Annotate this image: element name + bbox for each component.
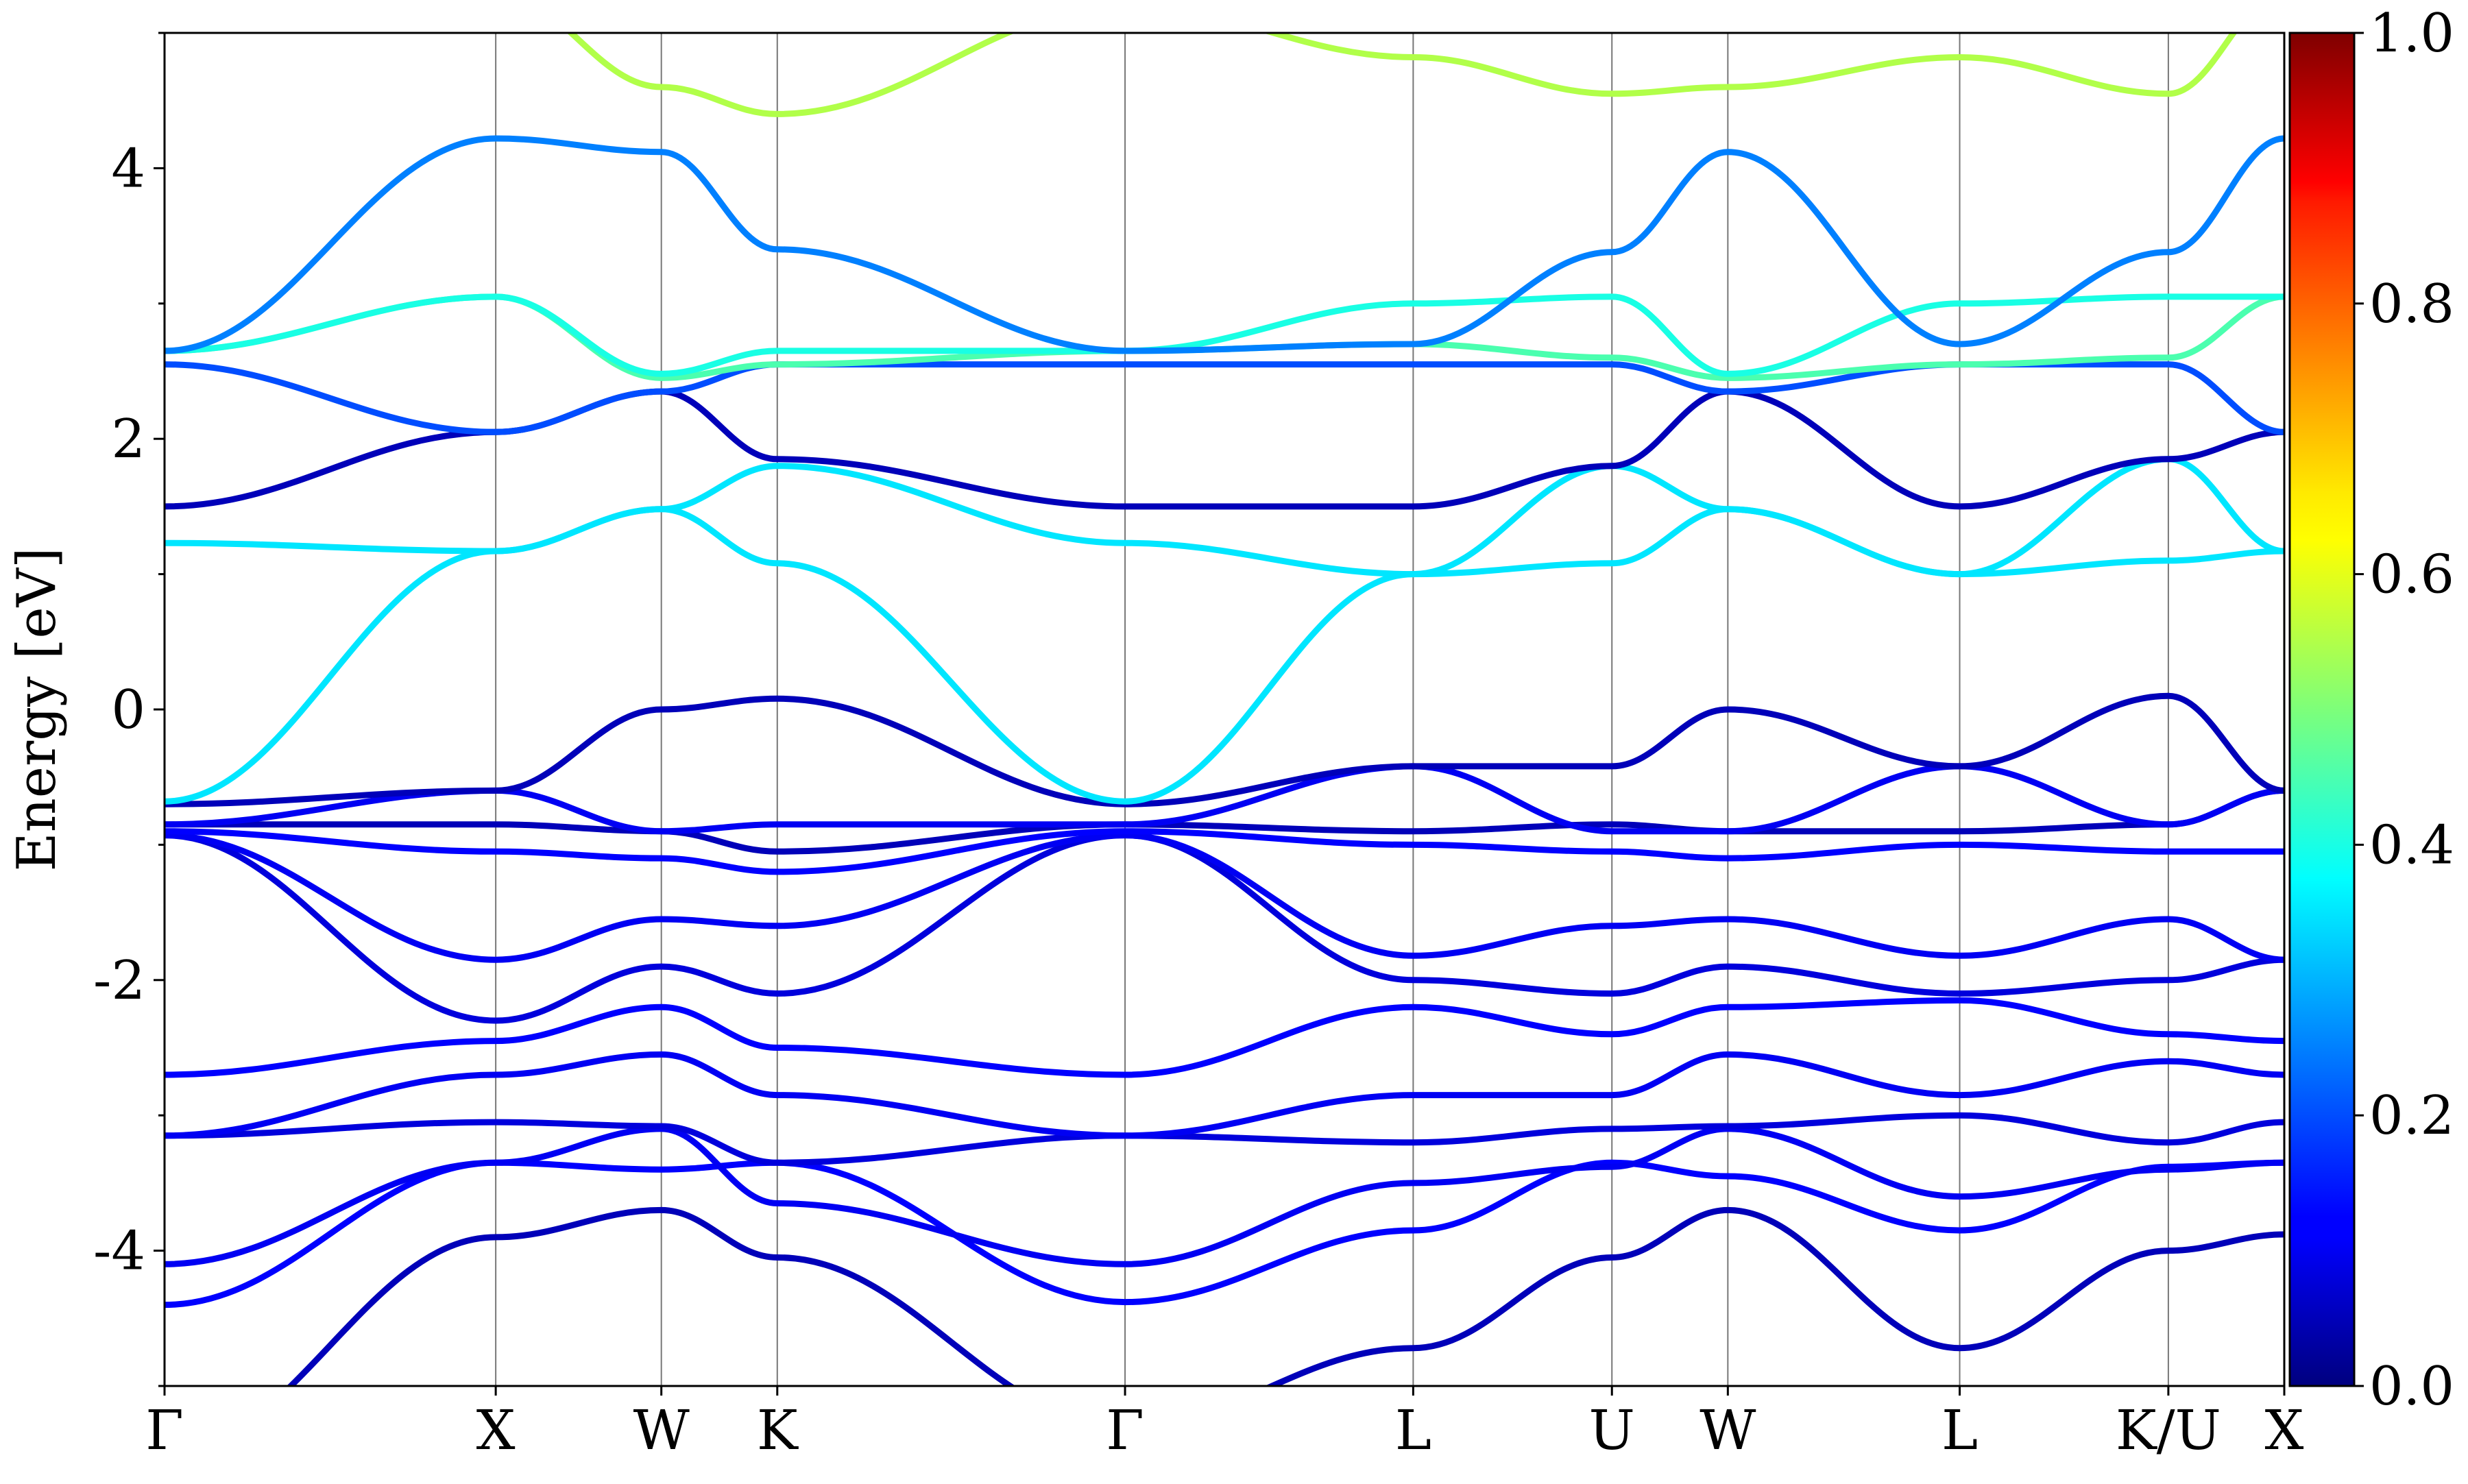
bands-group [165,33,2284,1386]
y-tick-label: -4 [93,1221,145,1282]
x-tick-label-4: Γ [1106,1398,1144,1462]
colorbar: 0.0 0.2 0.4 0.6 0.8 1.0 [2288,3,2454,1418]
band-13 [165,456,2284,578]
x-axis: Γ X W K Γ L U W L K/U X [145,1386,2304,1462]
colorbar-tick-label: 0.6 [2369,544,2454,606]
y-tick-label: -2 [93,950,145,1012]
x-tick-label-5: L [1395,1398,1431,1462]
band-18 [165,135,2284,354]
colorbar-tick-label: 0.8 [2369,273,2454,335]
band-2 [165,1126,2284,1267]
band-1 [165,1159,2284,1309]
y-tick-label: 4 [111,138,145,199]
band-9 [165,787,2284,855]
band-10 [165,763,2284,835]
band-11 [165,692,2284,807]
x-tick-label-2: W [633,1398,690,1462]
x-tick-label-3: K [757,1398,799,1462]
x-tick-label-1: X [476,1398,516,1462]
colorbar-gradient [2288,32,2356,1387]
band-8 [165,828,2284,875]
band-3 [165,1112,2284,1166]
x-tick-label-0: Γ [145,1398,184,1462]
band-5 [165,997,2284,1078]
y-tick-label: 2 [111,409,145,470]
x-tick-label-10: X [2265,1398,2304,1462]
y-axis: -4 -2 0 2 4 [93,32,165,1387]
x-tick-label-8: L [1941,1398,1978,1462]
x-tick-label-9: K/U [2116,1398,2221,1462]
colorbar-tick-label: 0.0 [2369,1356,2454,1418]
band-14 [165,388,2284,510]
x-tick-label-6: U [1589,1398,1635,1462]
y-axis-label: Energy [eV] [6,548,68,872]
band-17 [165,293,2284,377]
band-19 [566,33,2238,117]
band-4 [165,1051,2284,1139]
band-6 [165,832,2284,1024]
x-tick-label-7: W [1699,1398,1756,1462]
y-tick-label: 0 [111,679,145,741]
band-15 [165,361,2284,435]
colorbar-tick-label: 0.4 [2369,814,2454,876]
colorbar-tick-label: 1.0 [2369,3,2454,64]
band-7 [165,832,2284,963]
band-0 [286,1206,2284,1386]
colorbar-tick-label: 0.2 [2369,1085,2454,1147]
plot-frame [163,32,2286,1387]
high-symmetry-lines [495,33,2169,1386]
